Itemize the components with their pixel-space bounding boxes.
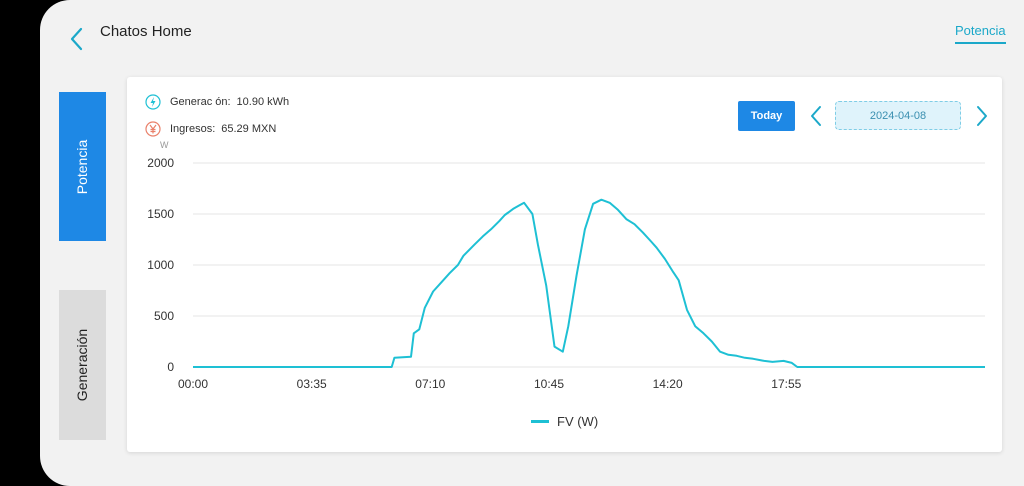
- sidebar-tab-label: Potencia: [74, 139, 91, 194]
- sidebar-tab-label: Generación: [74, 328, 91, 402]
- x-tick-label: 07:10: [415, 377, 445, 391]
- prev-date-icon[interactable]: [808, 104, 824, 128]
- series-line-fv: [193, 198, 985, 368]
- income-stat: Ingresos: 65.29 MXN: [145, 121, 276, 137]
- generation-label: Generac ón:: [170, 96, 231, 108]
- x-tick-label: 00:00: [178, 377, 208, 391]
- generation-stat: Generac ón: 10.90 kWh: [145, 94, 289, 110]
- y-tick-label: 2000: [147, 156, 174, 170]
- income-label: Ingresos:: [170, 123, 216, 135]
- power-chart: W 0 500 1000 1500 2000 00:00 03:35 07:10 10:45 14:…: [147, 140, 985, 391]
- lightning-icon: [145, 94, 161, 110]
- chevron-left-icon[interactable]: [66, 26, 88, 52]
- y-tick-label: 1000: [147, 258, 174, 272]
- legend-swatch: [531, 420, 549, 423]
- next-date-icon[interactable]: [974, 104, 990, 128]
- x-tick-label: 17:55: [771, 377, 801, 391]
- sidebar-tab-generacion[interactable]: Generación: [59, 290, 106, 440]
- x-tick-label: 14:20: [653, 377, 683, 391]
- y-tick-label: 500: [154, 309, 174, 323]
- x-tick-label: 03:35: [297, 377, 327, 391]
- income-value: 65.29 MXN: [221, 123, 277, 135]
- chart-legend[interactable]: FV (W): [531, 414, 598, 429]
- y-axis-unit: W: [160, 140, 169, 150]
- page-title: Chatos Home: [100, 23, 192, 40]
- date-picker[interactable]: 2024-04-08: [835, 101, 961, 130]
- y-tick-label: 0: [167, 360, 174, 374]
- legend-label: FV (W): [557, 414, 599, 429]
- today-button[interactable]: Today: [738, 101, 795, 131]
- yen-icon: [145, 121, 161, 137]
- tab-potencia[interactable]: Potencia: [955, 23, 1006, 44]
- y-tick-label: 1500: [147, 207, 174, 221]
- generation-value: 10.90 kWh: [236, 96, 290, 108]
- sidebar-tab-potencia[interactable]: Potencia: [59, 92, 106, 241]
- x-tick-label: 10:45: [534, 377, 564, 391]
